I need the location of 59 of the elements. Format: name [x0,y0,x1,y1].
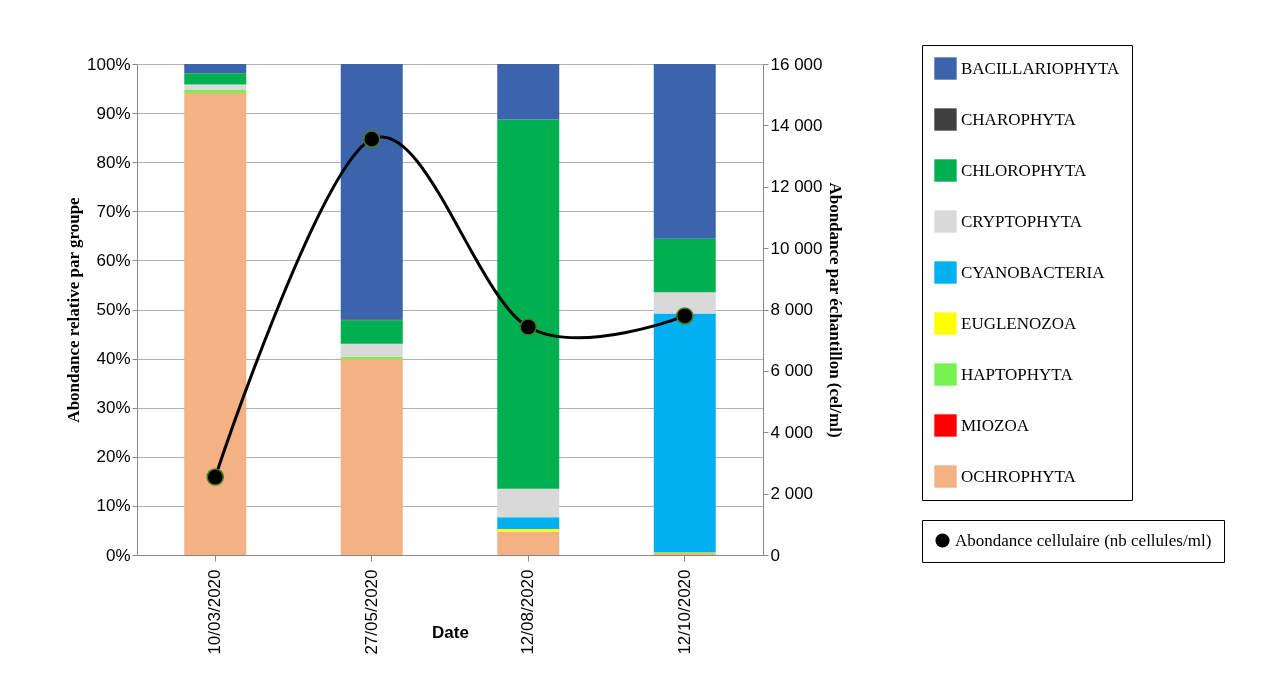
bar [653,313,716,553]
y2-tick-label: 6 000 [770,361,814,381]
x-axis-title: Date [432,622,469,642]
y-tick-label: 70% [96,201,131,221]
y-tick-label: 10% [96,496,131,516]
bar [497,488,560,518]
y2-tick-label: 14 000 [770,115,823,135]
legend-label: HAPTOPHYTA [961,364,1074,384]
legend-label: CRYPTOPHYTA [961,211,1083,231]
y-tick-label: 60% [96,250,131,270]
bar [497,119,560,489]
legend-label: CYANOBACTERIA [961,262,1106,282]
bar [497,64,560,120]
legend-label: MIOZOA [961,415,1030,435]
x-tick-label: 12/10/2020 [674,569,694,655]
bar [497,531,560,555]
point [675,307,694,325]
y2-tick-label: 8 000 [770,300,814,319]
y2-tick-label: 16 000 [770,54,823,74]
y2-tick-label: 4 000 [770,422,814,442]
legend-label: EUGLENOZOA [961,313,1077,333]
x-tick-label: 27/05/2020 [361,569,381,655]
y-tick-label: 90% [96,103,131,123]
legend-label: OCHROPHYTA [961,466,1077,486]
bar [184,73,247,85]
y-tick-label: 100% [87,54,131,74]
point [362,130,381,148]
legend-label: CHLOROPHYTA [961,160,1087,180]
y2-axis-title: Abondance par échantillon (cel/ml) [826,182,846,438]
y2-tick-label: 12 000 [770,177,823,197]
bar [184,84,247,91]
x-tick-label: 10/03/2020 [205,569,225,655]
y2-tick-label: 2 000 [770,484,814,504]
point [206,468,225,486]
y-tick-label: 20% [96,447,131,467]
y-tick-label: 50% [96,300,131,319]
x-tick-label: 12/08/2020 [518,569,538,655]
y-tick-label: 80% [96,152,131,172]
y-axis-title: Abondance relative par groupe [64,196,84,423]
bar [184,64,247,74]
legend-label: Abondance cellulaire (nb cellules/ml) [955,530,1212,550]
bar [340,359,403,555]
bar [653,292,716,314]
bar [340,64,403,320]
y-tick-label: 0% [105,545,131,565]
bar [340,343,403,357]
y-tick-label: 40% [96,349,131,369]
bar [497,517,560,529]
y2-tick-label: 0 [770,545,780,565]
bar [653,64,716,239]
bar [184,92,247,555]
bar [340,320,403,344]
y2-tick-label: 10 000 [770,238,823,258]
bar [184,90,247,93]
bar [653,238,716,293]
legend-label: CHAROPHYTA [961,109,1077,129]
legend-label: BACILLARIOPHYTA [961,58,1120,78]
y-tick-label: 30% [96,398,131,418]
point [519,318,538,336]
